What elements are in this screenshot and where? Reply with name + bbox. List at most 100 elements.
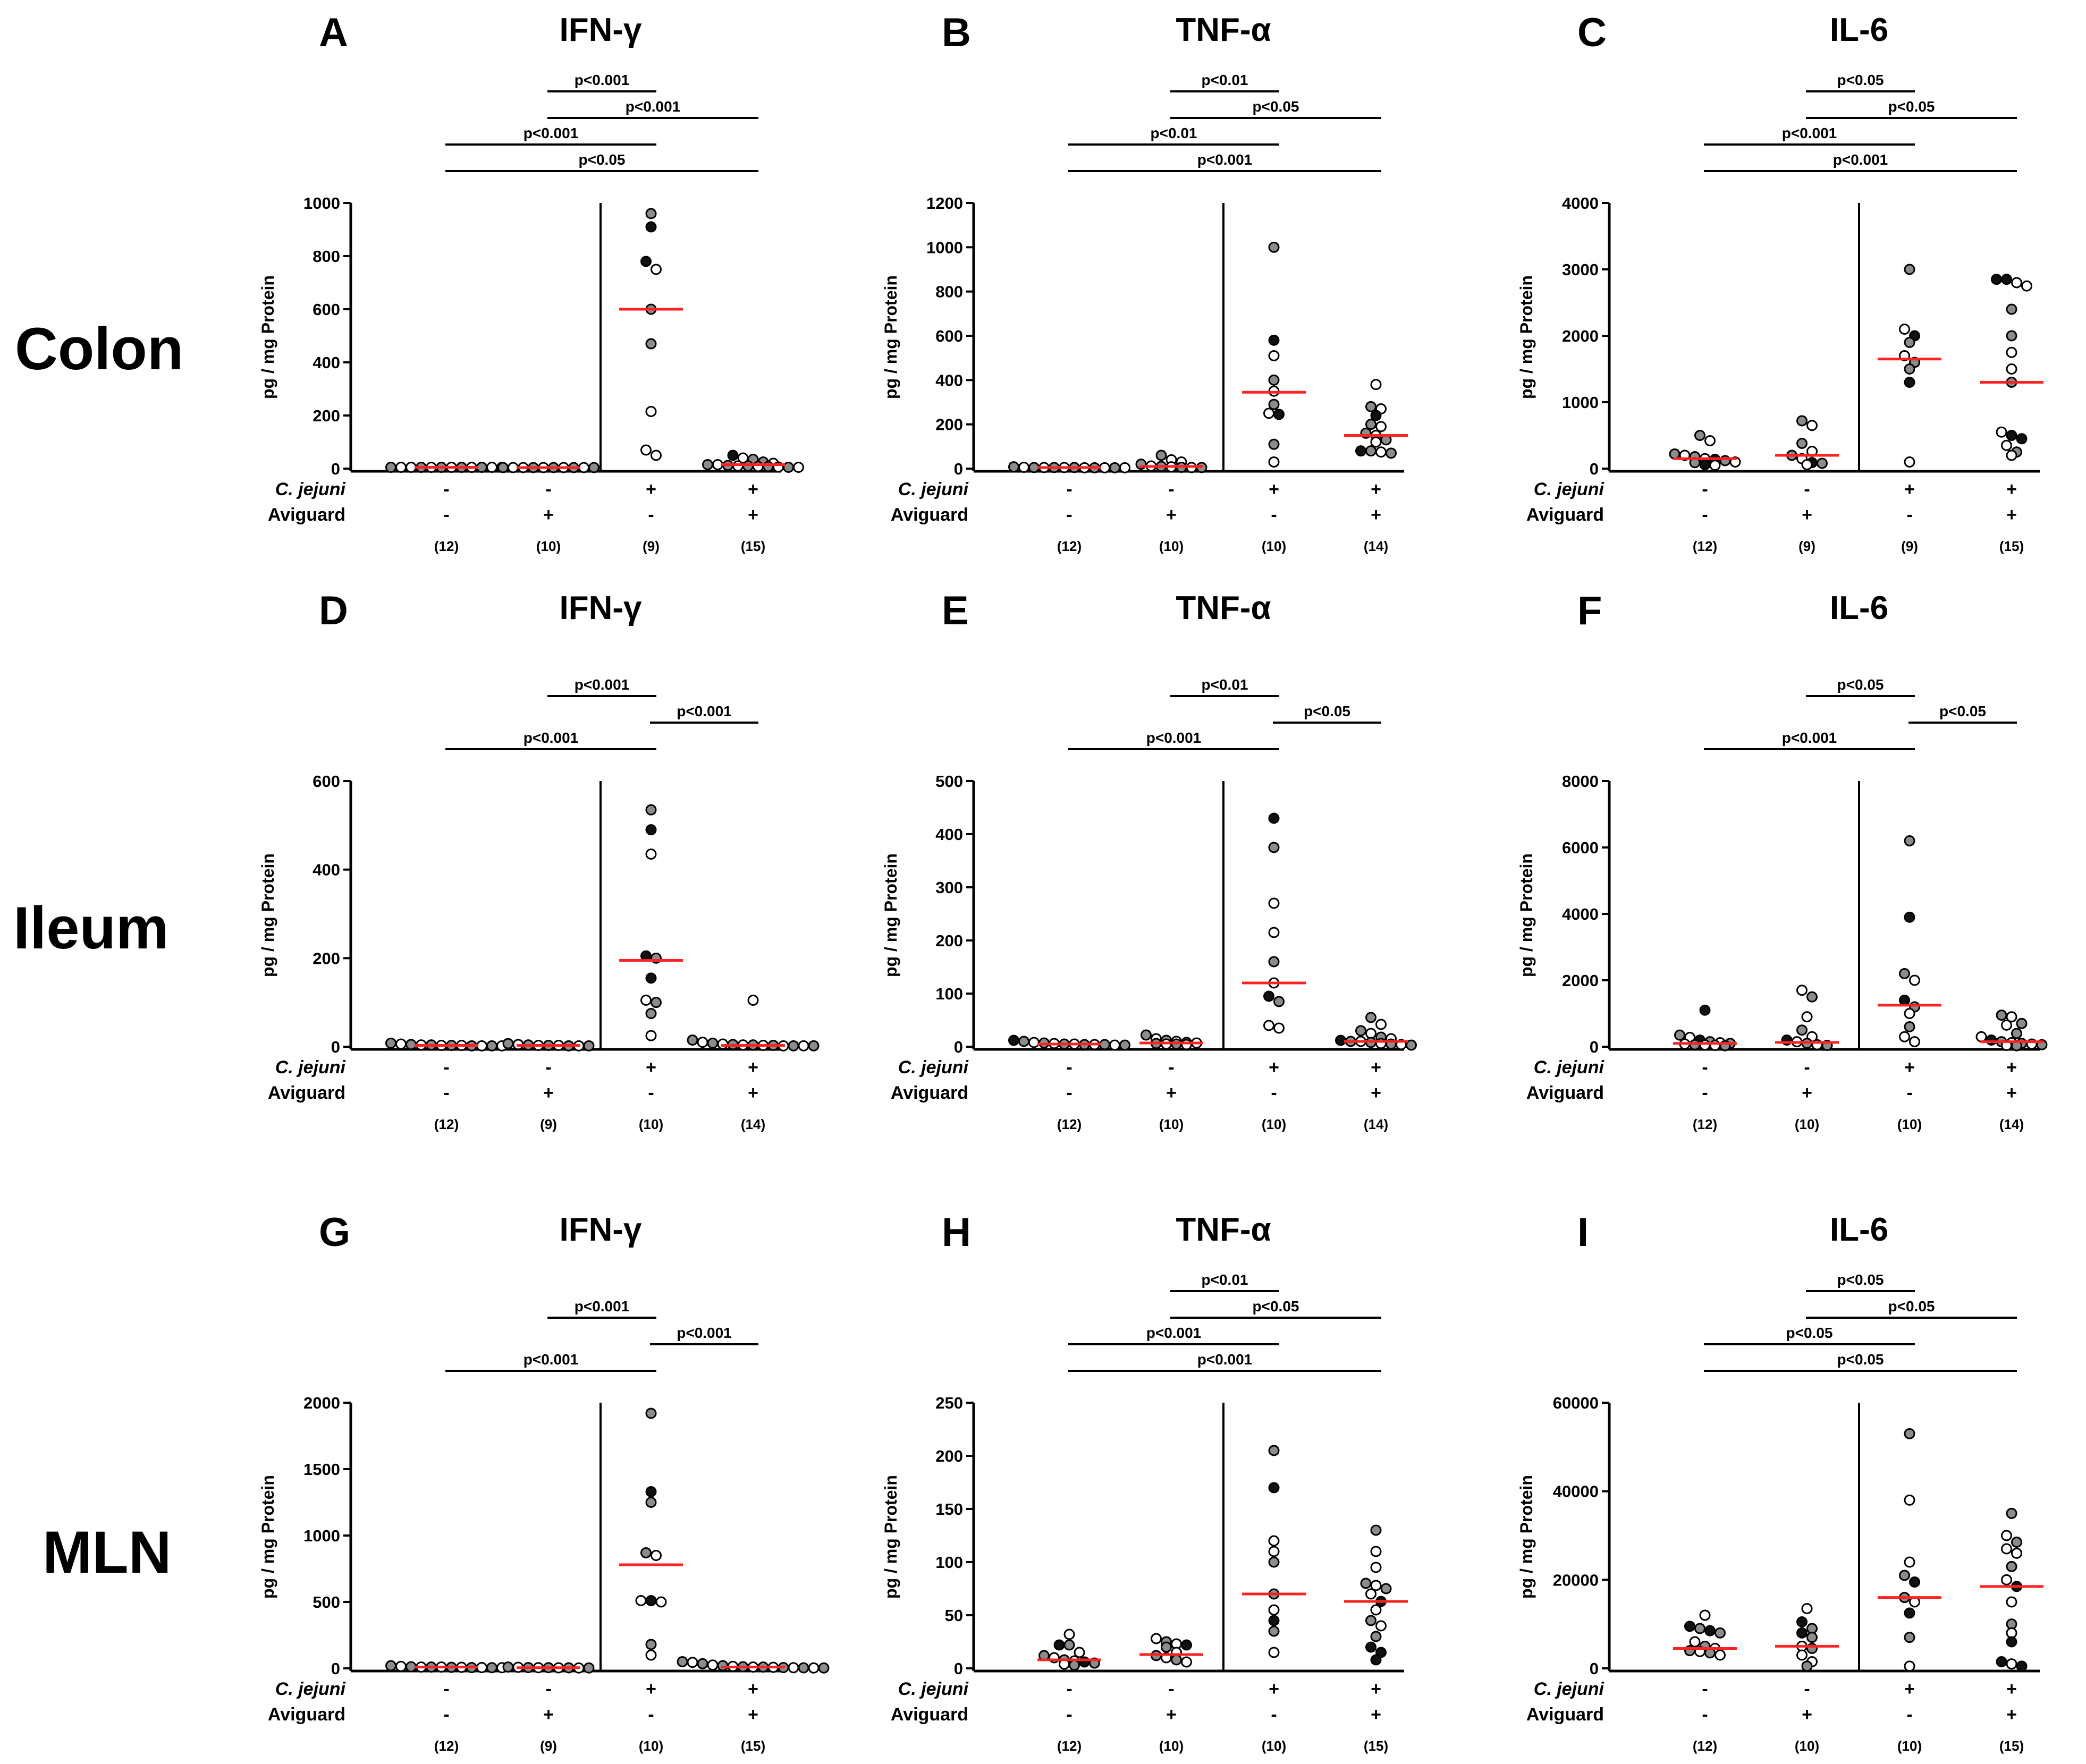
data-point-b	[1386, 447, 1397, 459]
row-label-cjejuni-g: C. jejuni	[275, 1679, 347, 1699]
data-point-i	[1715, 1627, 1726, 1639]
group-n-d: (10)	[639, 1116, 663, 1132]
panel-title-d: IFN-γ	[560, 590, 643, 626]
aviguard-sign-i: +	[2006, 1704, 2017, 1725]
y-axis-label-g: pg / mg Protein	[258, 1475, 277, 1599]
cjejuni-sign-g: +	[646, 1679, 656, 1699]
data-point-c	[1719, 455, 1731, 467]
data-point-i	[1904, 1556, 1915, 1568]
tissue-label-ileum: Ileum	[13, 895, 169, 961]
data-point-a	[588, 462, 599, 473]
data-point-h	[1268, 1535, 1280, 1547]
data-point-b	[1268, 374, 1280, 386]
data-point-h	[1370, 1562, 1382, 1573]
data-point-e	[1268, 897, 1280, 909]
significance-label-f: p<0.001	[1782, 730, 1837, 746]
y-axis-label-b: pg / mg Protein	[881, 275, 900, 399]
panel-title-e: TNF-α	[1176, 590, 1271, 626]
cjejuni-sign-c: -	[1702, 479, 1708, 499]
aviguard-sign-h: -	[1271, 1704, 1277, 1725]
y-axis-label-e: pg / mg Protein	[881, 853, 900, 977]
significance-label-d: p<0.001	[677, 703, 732, 719]
data-point-h	[1268, 1445, 1280, 1456]
data-point-f	[1796, 985, 1808, 996]
cjejuni-sign-a: -	[545, 479, 551, 499]
data-point-d	[583, 1040, 595, 1051]
data-point-h	[1171, 1654, 1182, 1666]
cjejuni-sign-h: -	[1168, 1679, 1174, 1699]
group-n-e: (10)	[1262, 1116, 1286, 1132]
group-n-b: (12)	[1057, 538, 1082, 554]
data-point-b	[1268, 334, 1280, 346]
data-point-g	[645, 1639, 657, 1650]
aviguard-sign-e: +	[1371, 1083, 1381, 1103]
data-point-d	[406, 1039, 417, 1050]
data-point-g	[687, 1657, 698, 1668]
data-point-d	[697, 1037, 708, 1048]
data-point-a	[645, 338, 657, 350]
data-point-d	[707, 1037, 719, 1049]
cjejuni-sign-h: +	[1269, 1679, 1279, 1699]
panel-b: B TNF-α 0 200 400 600 800 1000 1200 pg / mg Prote…	[881, 10, 1408, 554]
data-point-h	[1370, 1631, 1382, 1642]
data-point-i	[2006, 1507, 2017, 1519]
group-n-i: (12)	[1693, 1738, 1717, 1754]
data-point-h	[1069, 1659, 1080, 1671]
row-label-cjejuni-a: C. jejuni	[275, 479, 347, 499]
significance-label-g: p<0.001	[677, 1325, 732, 1341]
cjejuni-sign-b: -	[1168, 479, 1174, 499]
aviguard-sign-i: +	[1802, 1704, 1812, 1725]
data-point-g	[645, 1649, 657, 1661]
data-point-h	[1268, 1625, 1280, 1637]
y-tick-label-d: 200	[313, 949, 340, 968]
cjejuni-sign-b: +	[1269, 479, 1279, 499]
y-tick-label-a: 800	[313, 247, 340, 266]
significance-label-b: p<0.05	[1253, 98, 1299, 115]
row-label-aviguard-h: Aviguard	[891, 1704, 968, 1725]
data-point-d	[395, 1038, 407, 1050]
data-point-a	[640, 444, 652, 456]
group-n-g: (10)	[639, 1738, 663, 1754]
data-point-c	[1991, 274, 2002, 285]
group-n-c: (9)	[1798, 538, 1815, 554]
data-point-b	[1008, 461, 1019, 473]
significance-label-e: p<0.05	[1304, 703, 1350, 719]
data-point-h	[1151, 1633, 1162, 1644]
data-point-h	[1365, 1641, 1376, 1653]
group-n-h: (15)	[1364, 1738, 1388, 1754]
y-tick-label-i: 20000	[1553, 1571, 1599, 1589]
data-point-h	[1380, 1583, 1392, 1595]
data-point-d	[645, 849, 657, 860]
group-n-f: (12)	[1693, 1116, 1717, 1132]
data-point-e	[1365, 1012, 1376, 1023]
data-point-i	[1796, 1627, 1808, 1639]
data-point-b	[1355, 445, 1366, 457]
aviguard-sign-b: +	[1166, 505, 1177, 525]
data-point-f	[1899, 1031, 1910, 1042]
cjejuni-sign-b: -	[1066, 479, 1072, 499]
group-n-d: (14)	[741, 1116, 765, 1132]
data-point-f	[1986, 1034, 1997, 1046]
y-tick-label-b: 1000	[926, 238, 963, 257]
panel-g: G IFN-γ 0 500 1000 1500 2000 pg / mg Protein C. …	[258, 1210, 830, 1754]
data-point-c	[1806, 420, 1818, 431]
panel-letter-i: I	[1577, 1210, 1589, 1255]
data-point-i	[1904, 1660, 1915, 1672]
data-point-d	[476, 1040, 487, 1051]
data-point-a	[727, 450, 739, 461]
y-tick-label-e: 0	[954, 1038, 963, 1056]
data-point-i	[1684, 1621, 1695, 1632]
data-point-b	[1370, 436, 1382, 448]
aviguard-sign-a: -	[648, 505, 654, 525]
data-point-i	[1904, 1494, 1915, 1506]
y-tick-label-a: 600	[313, 300, 340, 319]
data-point-h	[1181, 1639, 1192, 1651]
data-point-g	[502, 1661, 514, 1673]
data-point-g	[635, 1595, 647, 1606]
data-point-c	[1704, 435, 1716, 446]
group-n-e: (10)	[1159, 1116, 1184, 1132]
panel-title-h: TNF-α	[1176, 1211, 1271, 1248]
data-point-c	[1904, 264, 1915, 275]
data-point-i	[2006, 1561, 2017, 1572]
